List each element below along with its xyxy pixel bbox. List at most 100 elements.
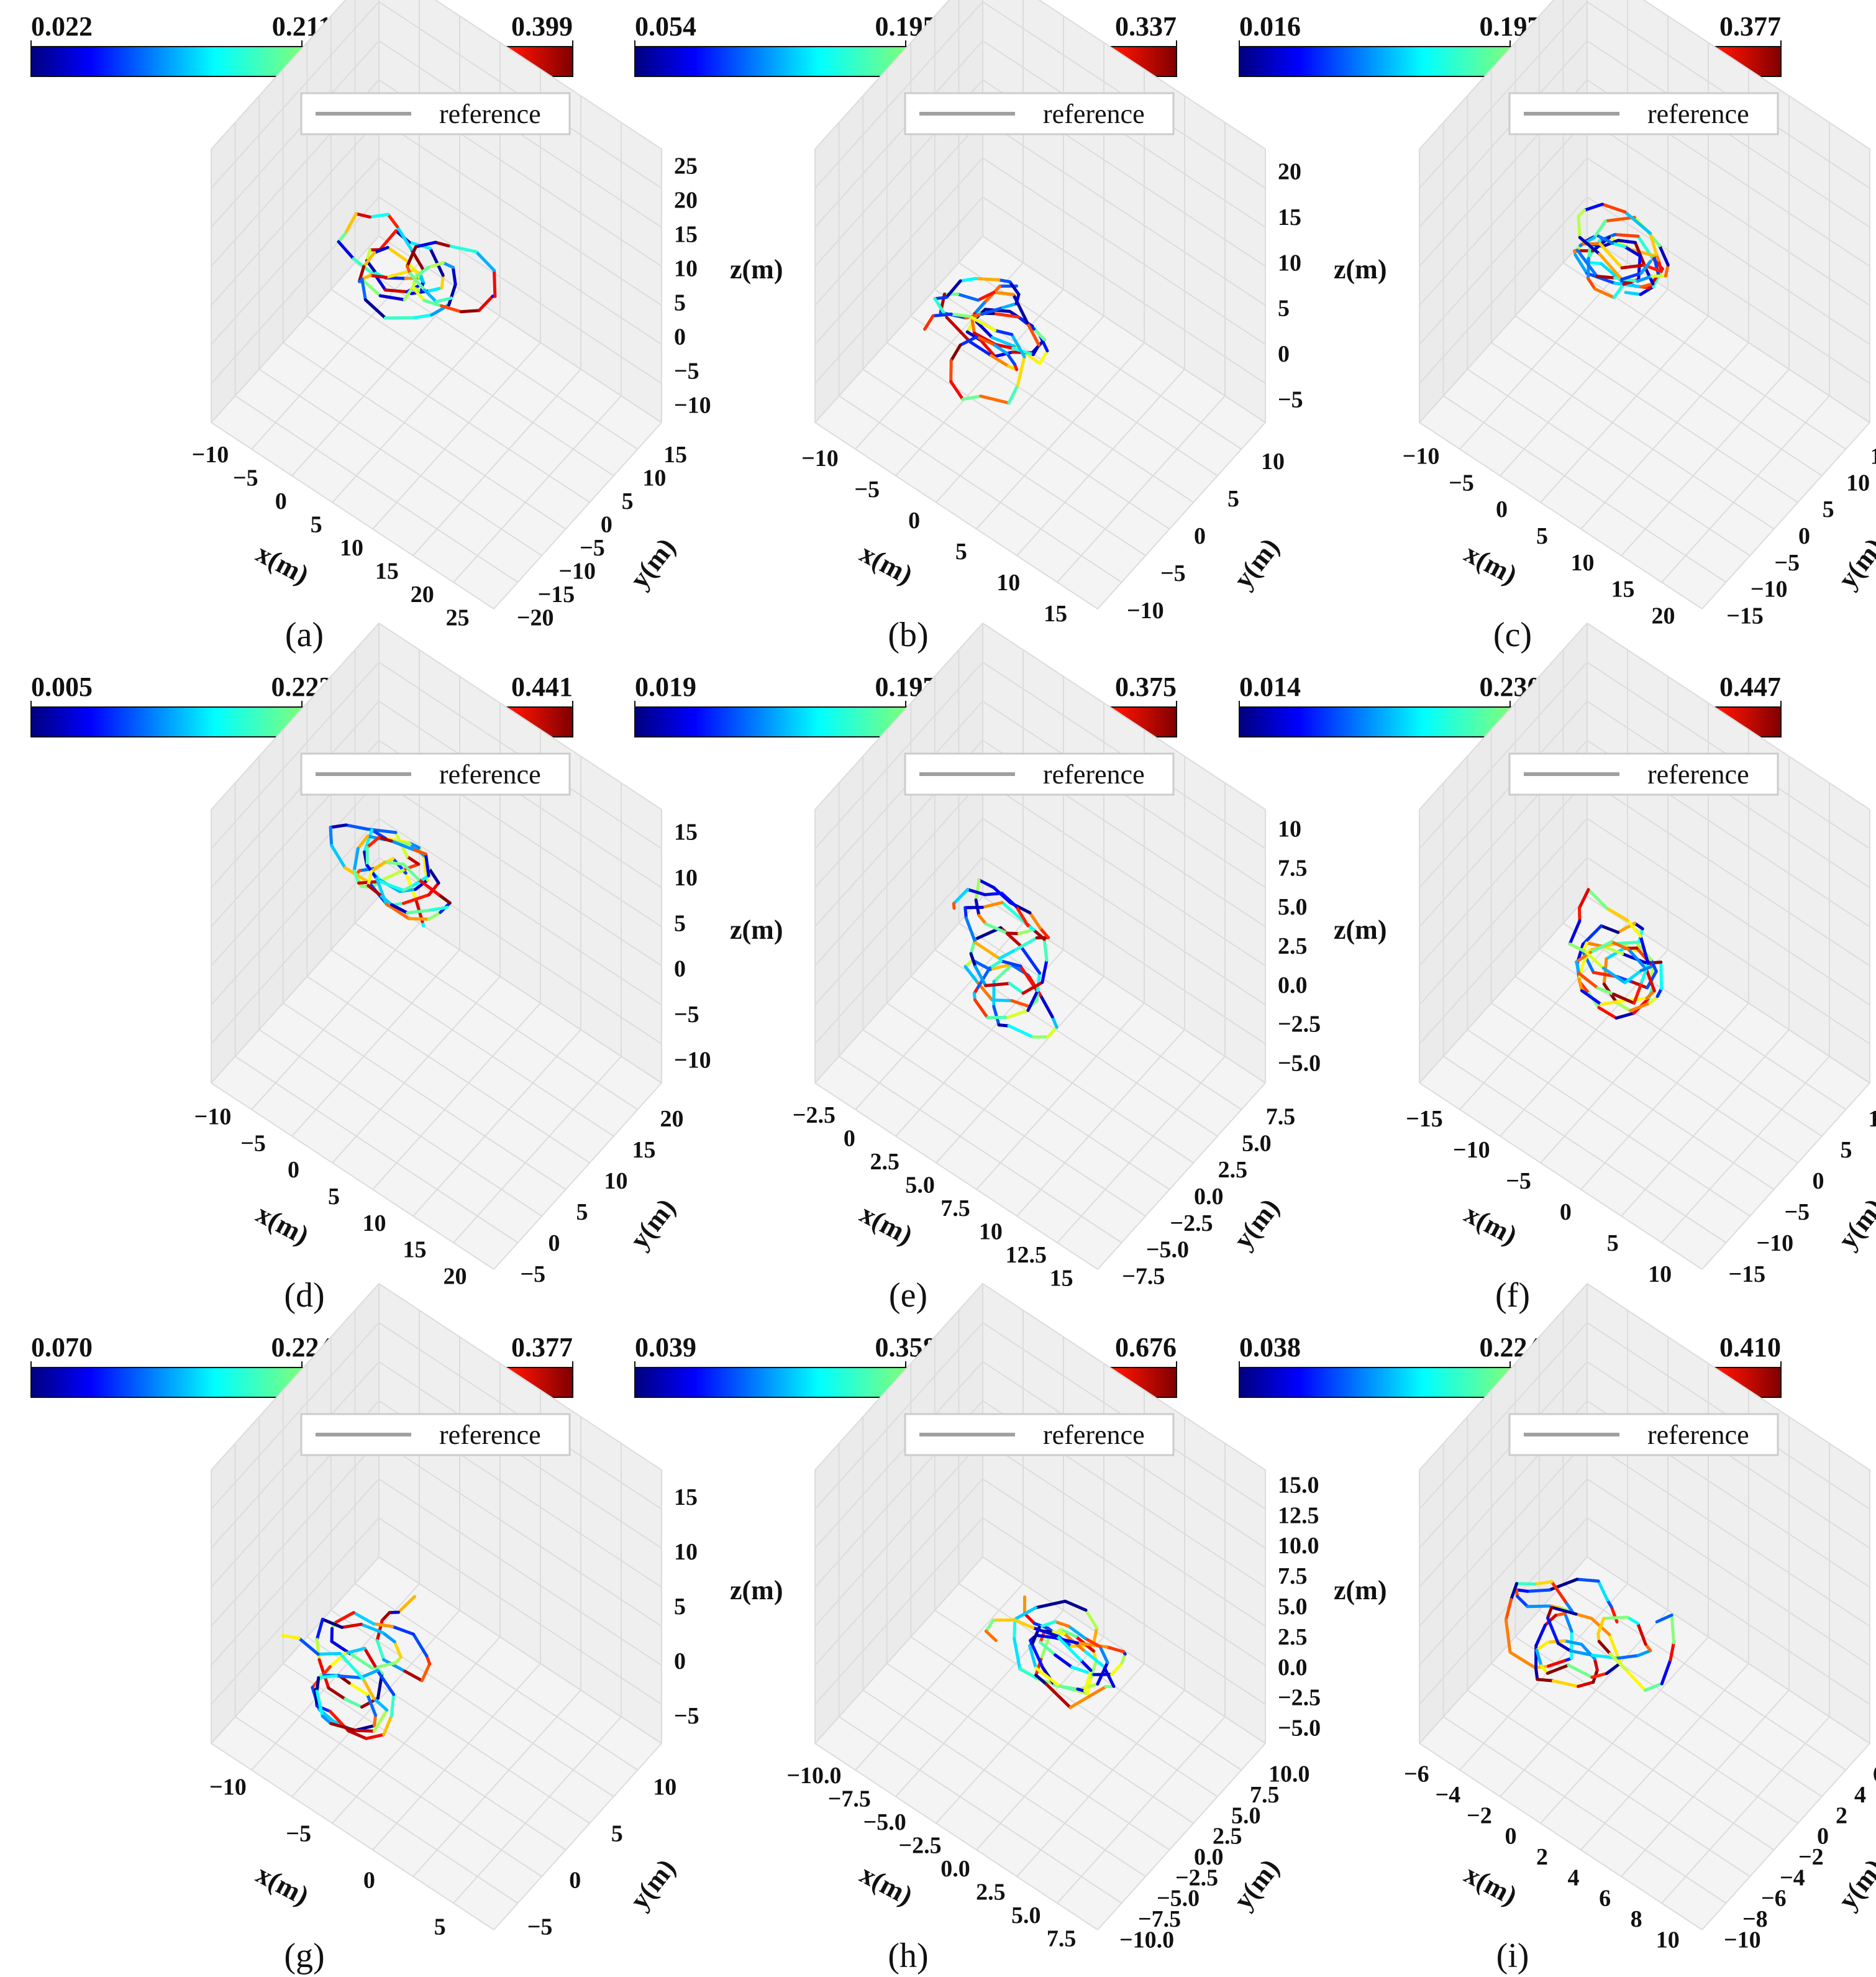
trajectory-segment bbox=[990, 336, 1019, 349]
z-axis-label: z(m) bbox=[730, 1575, 783, 1605]
trajectory-segment bbox=[380, 1610, 391, 1622]
x-tick-label: 0 bbox=[1505, 1824, 1516, 1850]
x-tick-label: 15 bbox=[1050, 1265, 1073, 1291]
legend: reference bbox=[1508, 752, 1779, 796]
trajectory-segment bbox=[1595, 275, 1616, 280]
x-tick-label: 5 bbox=[955, 539, 967, 565]
trajectory-segment bbox=[1013, 1637, 1022, 1671]
trajectory-segment bbox=[1578, 888, 1590, 910]
y-axis-label: y(m) bbox=[1227, 532, 1285, 594]
trajectory-segment bbox=[1624, 291, 1642, 296]
y-tick-label: 20 bbox=[660, 1106, 684, 1132]
trajectory-segment bbox=[365, 1733, 386, 1740]
trajectory-segment bbox=[988, 959, 1003, 970]
x-axis-label: x(m) bbox=[855, 1199, 918, 1251]
trajectory-segment bbox=[991, 312, 1020, 319]
x-tick-label: 0 bbox=[288, 1157, 299, 1183]
trajectory-segment bbox=[402, 883, 416, 892]
y-tick-label: 5 bbox=[576, 1199, 588, 1225]
trajectory-segment bbox=[403, 286, 414, 301]
y-tick-label: −5 bbox=[527, 1914, 553, 1940]
trajectory-segment bbox=[958, 276, 978, 283]
trajectory-segment bbox=[337, 232, 347, 244]
colorbar-tick-label: 0.676 bbox=[1115, 1332, 1177, 1363]
trajectory-segment bbox=[945, 316, 972, 344]
trajectory-segment bbox=[1640, 962, 1650, 984]
trajectory-segment bbox=[427, 286, 444, 293]
trajectory-segment bbox=[1508, 1650, 1537, 1669]
trajectory-segment bbox=[992, 962, 1014, 984]
x-axis-label: x(m) bbox=[855, 1859, 918, 1912]
trajectory-segment bbox=[958, 335, 978, 347]
colorbar-tick-label: 0.038 bbox=[1239, 1332, 1301, 1363]
legend-reference-label: reference bbox=[1043, 99, 1145, 129]
trajectory-segment bbox=[1013, 1617, 1017, 1641]
trajectory-segment bbox=[1612, 282, 1626, 299]
trajectory-segment bbox=[1551, 1679, 1580, 1688]
trajectory-segment bbox=[1039, 1640, 1057, 1657]
z-tick-label: 5 bbox=[1278, 296, 1290, 322]
trajectory-segment bbox=[1574, 1612, 1593, 1620]
x-tick-label: 25 bbox=[446, 605, 470, 631]
colorbar-tick-label: 0.014 bbox=[1239, 672, 1301, 702]
trajectory-segment bbox=[945, 279, 962, 299]
y-tick-label: −7.5 bbox=[1138, 1906, 1181, 1932]
x-tick-label: −2.5 bbox=[898, 1832, 941, 1858]
y-tick-label: −5 bbox=[1160, 560, 1186, 587]
x-tick-label: 5.0 bbox=[905, 1172, 935, 1198]
trajectory-segment bbox=[420, 1662, 432, 1683]
trajectory-segment bbox=[1595, 234, 1614, 245]
panel-caption: (f) bbox=[1495, 1276, 1530, 1315]
x-tick-label: 0 bbox=[1496, 496, 1508, 523]
trajectory-segment bbox=[1633, 921, 1644, 931]
y-tick-label: 0 bbox=[1194, 523, 1206, 549]
trajectory-segment bbox=[1563, 1612, 1573, 1633]
trajectory-segment bbox=[1014, 293, 1021, 306]
x-tick-label: 20 bbox=[1652, 603, 1675, 629]
y-tick-label: 10 bbox=[604, 1168, 628, 1194]
trajectory-segment bbox=[1587, 257, 1590, 280]
trajectory-segment bbox=[1539, 1664, 1549, 1675]
trajectory-segment bbox=[352, 869, 361, 885]
trajectory-segment bbox=[1034, 1666, 1062, 1688]
trajectory-segment bbox=[427, 867, 440, 885]
trajectory-segment bbox=[1575, 1577, 1600, 1583]
trajectory-segment bbox=[477, 294, 494, 313]
trajectory-segment bbox=[1008, 280, 1021, 296]
trajectory-segment bbox=[408, 272, 427, 292]
z-tick-label: 15.0 bbox=[1278, 1472, 1319, 1498]
x-tick-label: 5 bbox=[311, 511, 322, 537]
z-tick-label: 10 bbox=[1278, 250, 1301, 276]
trajectory bbox=[984, 1595, 1127, 1709]
y-tick-label: 15 bbox=[1870, 443, 1876, 469]
trajectory-segment bbox=[1535, 1648, 1543, 1668]
y-tick-label: −7.5 bbox=[1122, 1264, 1165, 1290]
trajectory-segment bbox=[1569, 1649, 1594, 1657]
trajectory-segment bbox=[983, 892, 1004, 897]
trajectory-segment bbox=[429, 905, 449, 912]
x-axis-label: x(m) bbox=[1460, 1859, 1523, 1912]
trajectory-segment bbox=[360, 277, 367, 301]
trajectory-segment bbox=[1598, 242, 1624, 270]
trajectory-segment bbox=[389, 839, 414, 851]
trajectory-segment bbox=[964, 916, 977, 944]
trajectory-segment bbox=[999, 959, 1022, 968]
trajectory-segment bbox=[1613, 233, 1640, 238]
trajectory-segment bbox=[1504, 1618, 1512, 1654]
x-tick-label: 5.0 bbox=[1011, 1902, 1041, 1929]
trajectory-segment bbox=[1602, 945, 1624, 956]
z-tick-label: −2.5 bbox=[1278, 1011, 1321, 1038]
z-tick-label: 2.5 bbox=[1278, 1624, 1308, 1650]
trajectory-segment bbox=[317, 1674, 339, 1679]
trajectory-segment bbox=[382, 867, 408, 881]
panel-caption: (e) bbox=[889, 1276, 927, 1315]
trajectory-segment bbox=[990, 998, 1014, 1003]
trajectory-segment bbox=[975, 320, 994, 339]
grid-lines bbox=[814, 0, 1266, 610]
trajectory bbox=[329, 823, 452, 928]
x-tick-label: −10 bbox=[1453, 1137, 1490, 1163]
trajectory-segment bbox=[329, 823, 348, 829]
z-axis-label: z(m) bbox=[1334, 915, 1387, 945]
trajectory-segment bbox=[952, 888, 970, 905]
trajectory-segment bbox=[1577, 214, 1582, 239]
